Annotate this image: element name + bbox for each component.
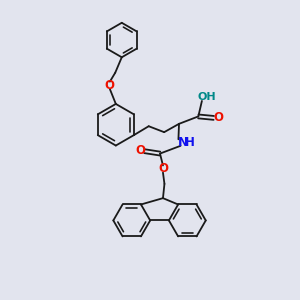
Text: O: O [213,111,223,124]
Text: N: N [177,136,188,149]
Text: O: O [105,79,115,92]
Text: O: O [135,143,146,157]
Text: H: H [185,136,195,149]
Text: OH: OH [198,92,217,102]
Text: O: O [158,162,168,175]
